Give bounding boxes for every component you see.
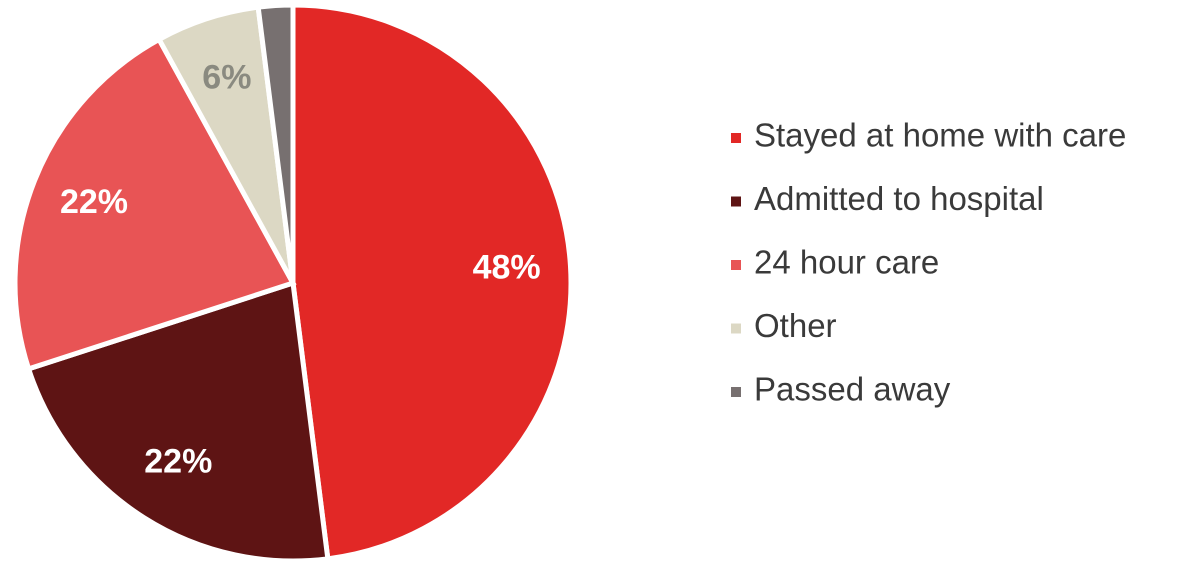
legend-text: 24 hour care (754, 244, 939, 281)
slice-label: 48% (473, 249, 541, 287)
pie-slice (290, 2, 574, 562)
pie-slice (12, 35, 297, 373)
legend-text: Other (754, 307, 837, 344)
legend-swatch (731, 196, 741, 207)
legend-text: Passed away (754, 371, 951, 408)
slice-label: 22% (60, 183, 128, 221)
pie-slice (255, 2, 296, 284)
legend-swatch (731, 133, 741, 143)
legend-swatch (731, 323, 741, 334)
legend-text: Admitted to hospital (754, 180, 1044, 217)
legend-swatch (731, 260, 741, 270)
legend-swatch (731, 387, 741, 397)
pie-slice (25, 279, 331, 564)
legend-text: Stayed at home with care (754, 117, 1126, 154)
slice-label: 6% (202, 58, 251, 96)
slice-label: 22% (144, 443, 212, 481)
